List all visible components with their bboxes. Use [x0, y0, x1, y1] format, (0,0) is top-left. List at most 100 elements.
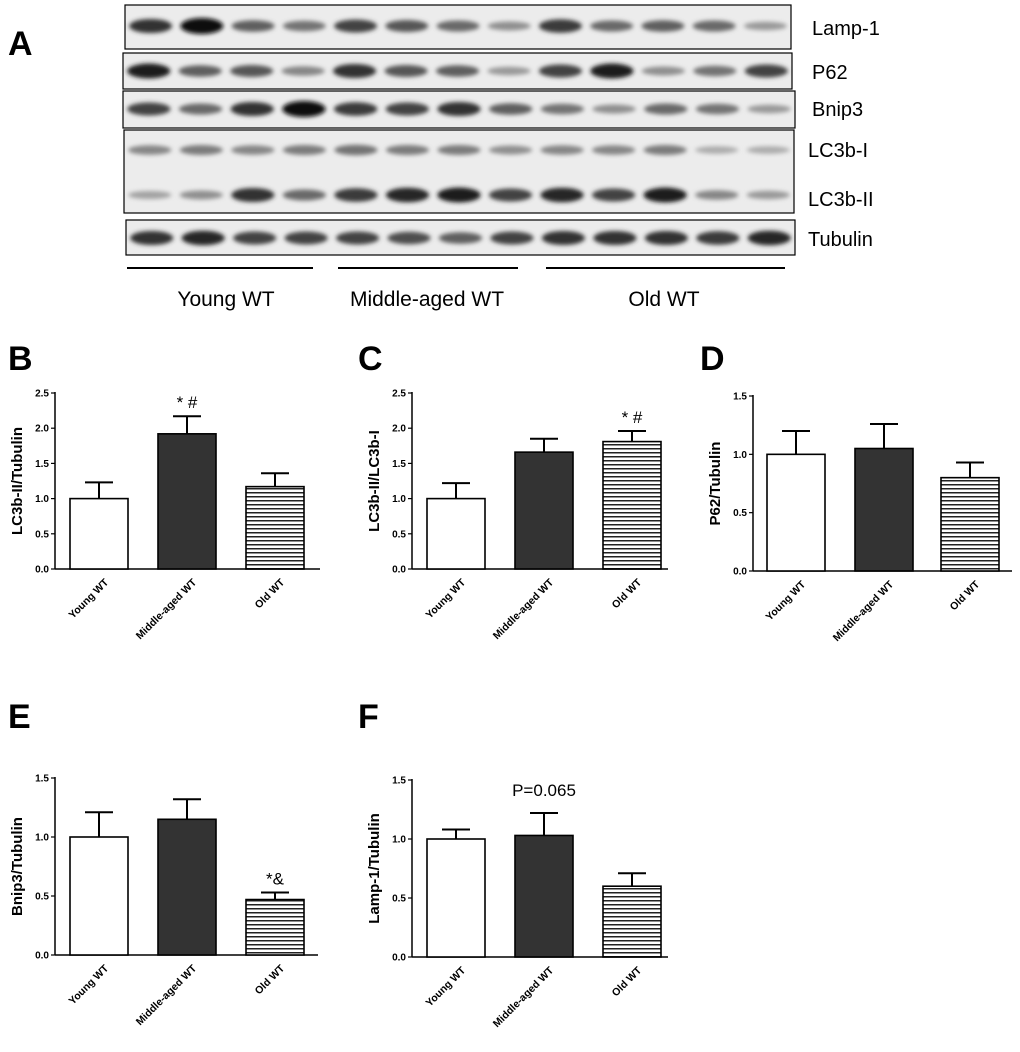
y-tick-label: 1.0 [35, 494, 49, 505]
blot-band [438, 232, 483, 244]
bar-middle-aged-wt [157, 433, 217, 570]
blot-strip-lc3b [123, 129, 795, 214]
bar-young-wt [69, 836, 129, 956]
panel-letter-a: A [8, 25, 33, 63]
category-label: Middle-aged WT [134, 962, 200, 1028]
blot-band [743, 21, 787, 31]
blot-band [282, 20, 326, 32]
blot-band [488, 145, 533, 155]
blot-band [695, 103, 740, 115]
category-label: Old WT [610, 964, 645, 999]
blot-band [538, 19, 582, 33]
bar-old-wt [245, 898, 305, 956]
blot-band [332, 64, 377, 78]
category-label: Old WT [948, 578, 983, 613]
y-tick-label: 2.0 [35, 424, 49, 435]
category-label: Old WT [253, 962, 288, 997]
y-tick-label: 0.0 [35, 951, 49, 962]
blot-band [129, 19, 173, 33]
blot-band [541, 231, 586, 245]
bar-young-wt [766, 453, 826, 572]
y-tick-label: 1.5 [392, 776, 406, 787]
blot-strip-bnip3 [122, 90, 796, 129]
blot-band [747, 230, 791, 246]
blot-strips [122, 4, 796, 256]
blot-band [387, 231, 431, 245]
y-tick-label: 1.0 [392, 494, 406, 505]
blot-band [487, 21, 531, 31]
blot-band [178, 103, 223, 115]
blot-band [695, 146, 739, 154]
blot-band [231, 145, 275, 155]
panel-letter-b: B [8, 340, 33, 378]
blot-label-bnip3: Bnip3 [812, 99, 863, 121]
blot-band [128, 145, 172, 155]
y-axis-title: P62/Tubulin [707, 442, 724, 526]
blot-band [437, 187, 481, 203]
category-label: Old WT [610, 576, 645, 611]
blot-band [334, 188, 378, 202]
bar-old-wt [602, 440, 662, 570]
bar-middle-aged-wt [514, 451, 574, 570]
y-tick-label: 0.0 [733, 567, 747, 578]
bar-old-wt [245, 485, 305, 570]
y-axis-title: Lamp-1/Tubulin [366, 813, 383, 924]
blot-band [437, 145, 481, 155]
blot-band [692, 20, 736, 32]
y-tick-label: 0.0 [392, 953, 406, 964]
group-label-middle: Middle-aged WT [350, 288, 504, 311]
blot-band [591, 188, 636, 202]
category-label: Middle-aged WT [491, 964, 557, 1030]
y-tick-label: 1.5 [392, 459, 406, 470]
blot-band [590, 20, 634, 32]
blot-band [488, 188, 533, 202]
blot-band [693, 65, 737, 77]
blot-band [540, 103, 585, 115]
blot-strip-p62 [122, 52, 793, 90]
blot-band [593, 231, 637, 245]
blot-band [644, 103, 688, 115]
y-tick-label: 1.0 [392, 835, 406, 846]
blot-band [385, 187, 430, 203]
blot-band [696, 231, 740, 245]
blot-band [130, 231, 174, 245]
blot-band [178, 65, 222, 77]
blot-band [282, 145, 327, 155]
blot-band [231, 20, 275, 32]
blot-band [334, 144, 378, 156]
blot-band [592, 104, 636, 114]
blot-band [282, 189, 327, 201]
bar-middle-aged-wt [854, 447, 914, 572]
blot-band [538, 64, 583, 78]
blot-band [746, 190, 790, 200]
category-label: Middle-aged WT [134, 576, 200, 642]
y-tick-label: 0.5 [35, 892, 49, 903]
blot-band [744, 64, 788, 78]
blot-band [435, 65, 480, 77]
blot-band [179, 190, 223, 200]
category-label: Old WT [253, 576, 288, 611]
chart-d: D 0.0 0.5 1.0 1.5 P62/Tubulin Young WT Middle-a… [700, 340, 1012, 644]
blot-band [436, 20, 480, 32]
significance-mark: * # [622, 408, 643, 427]
blot-band [334, 19, 378, 33]
blot-label-lc3b-ii: LC3b-II [808, 189, 874, 211]
blot-band [641, 20, 685, 32]
panel-letter-d: D [700, 340, 725, 378]
blot-band [437, 102, 481, 116]
y-tick-label: 0.5 [35, 529, 49, 540]
bar-young-wt [426, 497, 486, 570]
chart-b: B 0.0 0.5 1.0 1.5 2.0 2.5 LC3b-II/Tubulin Young … [8, 340, 320, 642]
blot-band [180, 18, 224, 34]
bar-young-wt [426, 838, 486, 958]
blot-band [385, 20, 429, 32]
blot-band [644, 231, 688, 245]
blot-band [384, 65, 428, 77]
blot-band [230, 65, 274, 77]
blot-band [231, 188, 275, 202]
y-tick-label: 1.5 [733, 392, 747, 403]
y-tick-label: 0.5 [392, 529, 406, 540]
y-axis-title: LC3b-II/Tubulin [9, 427, 26, 535]
blot-band [540, 187, 584, 203]
blot-band [233, 231, 277, 245]
